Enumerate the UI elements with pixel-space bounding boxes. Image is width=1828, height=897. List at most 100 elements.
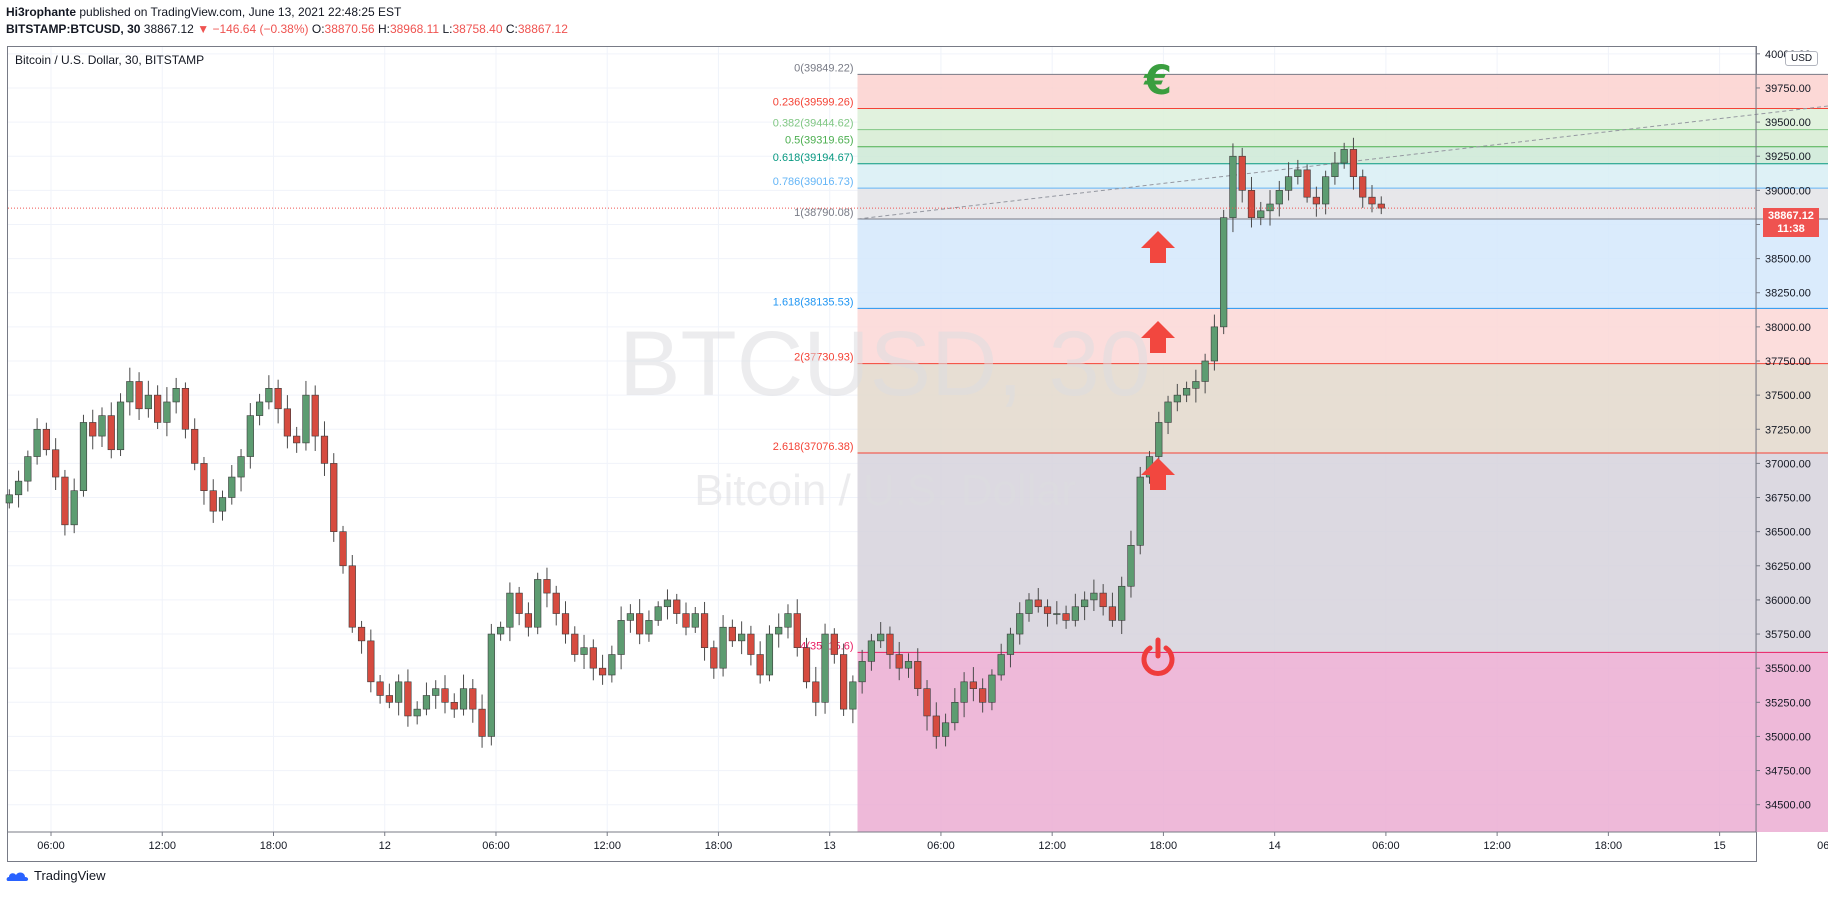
candle-body[interactable] [200, 463, 208, 491]
candle-body[interactable] [1053, 613, 1061, 615]
candle-body[interactable] [589, 647, 597, 669]
candle-body[interactable] [728, 626, 736, 642]
candle-body[interactable] [293, 435, 301, 444]
candle-body[interactable] [617, 620, 625, 655]
candle-body[interactable] [283, 408, 292, 437]
candle-body[interactable] [636, 613, 644, 635]
candle-body[interactable] [1349, 149, 1358, 177]
candle-body[interactable] [52, 449, 60, 478]
candle-body[interactable] [228, 476, 236, 498]
candle-body[interactable] [1127, 545, 1135, 587]
candle-body[interactable] [1331, 162, 1339, 177]
candle-body[interactable] [691, 613, 699, 628]
candle-body[interactable] [1238, 155, 1246, 191]
candle-body[interactable] [144, 394, 152, 410]
candle-body[interactable] [246, 415, 254, 457]
candle-body[interactable] [608, 654, 616, 676]
candle-body[interactable] [1006, 633, 1015, 655]
candle-body[interactable] [5, 494, 13, 504]
candle-body[interactable] [1340, 149, 1348, 164]
candle-body[interactable] [98, 415, 106, 437]
candle-body[interactable] [320, 435, 329, 464]
candle-body[interactable] [700, 613, 709, 648]
candle-body[interactable] [478, 708, 486, 737]
author-name[interactable]: Hi3rophante [6, 5, 77, 19]
candle-body[interactable] [218, 497, 227, 512]
candle-body[interactable] [988, 674, 996, 703]
candle-body[interactable] [932, 715, 940, 737]
candle-body[interactable] [598, 667, 607, 676]
candle-body[interactable] [904, 661, 913, 669]
candle-body[interactable] [1303, 169, 1311, 198]
candle-body[interactable] [849, 681, 857, 710]
candle-body[interactable] [70, 490, 78, 526]
candle-body[interactable] [1182, 388, 1191, 396]
candle-body[interactable] [172, 388, 180, 403]
candle-body[interactable] [654, 606, 662, 621]
candle-body[interactable] [274, 388, 282, 410]
candle-body[interactable] [385, 695, 393, 703]
candle-body[interactable] [33, 428, 41, 457]
candle-body[interactable] [1275, 190, 1283, 205]
fib-trend-line[interactable] [857, 74, 1828, 220]
candle-body[interactable] [561, 613, 570, 635]
candle-body[interactable] [209, 490, 217, 512]
candle-body[interactable] [830, 633, 838, 655]
candle-body[interactable] [191, 428, 199, 464]
candle-body[interactable] [1294, 169, 1302, 177]
candle-body[interactable] [1081, 599, 1089, 608]
candle-body[interactable] [524, 613, 533, 628]
candle-body[interactable] [422, 695, 431, 710]
candle-body[interactable] [738, 633, 746, 642]
candle-body[interactable] [719, 626, 727, 669]
candle-body[interactable] [1118, 585, 1126, 621]
candle-body[interactable] [450, 702, 458, 710]
candle-body[interactable] [710, 647, 718, 669]
tradingview-logo[interactable]: TradingView [6, 868, 106, 883]
candle-body[interactable] [135, 381, 143, 410]
candle-body[interactable] [979, 688, 987, 703]
candle-body[interactable] [1210, 326, 1218, 362]
candle-body[interactable] [376, 681, 384, 696]
candle-body[interactable] [348, 565, 356, 628]
candle-body[interactable] [923, 688, 931, 717]
candle-body[interactable] [1108, 606, 1117, 621]
candle-body[interactable] [765, 633, 774, 676]
candle-body[interactable] [515, 592, 523, 614]
candle-body[interactable] [802, 647, 811, 683]
candle-body[interactable] [1368, 196, 1376, 205]
candle-body[interactable] [1136, 476, 1144, 546]
candle-body[interactable] [1359, 176, 1367, 198]
candle-body[interactable] [1284, 176, 1293, 191]
candle-body[interactable] [14, 480, 23, 496]
candle-body[interactable] [756, 654, 764, 676]
candle-body[interactable] [960, 681, 968, 703]
candle-body[interactable] [1322, 176, 1330, 205]
candle-body[interactable] [877, 633, 885, 642]
candle-body[interactable] [1192, 381, 1200, 389]
candle-body[interactable] [775, 626, 783, 635]
candle-body[interactable] [673, 599, 681, 614]
candle-body[interactable] [1043, 606, 1052, 614]
candle-body[interactable] [497, 626, 505, 635]
candle-body[interactable] [1220, 217, 1228, 328]
candle-body[interactable] [79, 422, 88, 491]
candle-body[interactable] [580, 647, 588, 655]
candle-body[interactable] [867, 640, 876, 662]
candle-body[interactable] [1377, 203, 1385, 209]
candle-body[interactable] [487, 633, 495, 737]
candle-body[interactable] [1034, 599, 1042, 608]
candle-body[interactable] [357, 626, 366, 642]
candle-body[interactable] [534, 579, 542, 628]
candle-body[interactable] [154, 394, 162, 423]
candle-body[interactable] [1312, 196, 1320, 205]
candle-body[interactable] [1229, 155, 1237, 218]
candle-body[interactable] [793, 613, 801, 648]
candle-body[interactable] [1247, 190, 1256, 218]
candle-body[interactable] [413, 708, 421, 717]
candle-body[interactable] [895, 654, 903, 669]
candle-body[interactable] [747, 633, 755, 655]
candle-body[interactable] [237, 456, 245, 478]
candle-body[interactable] [784, 613, 792, 628]
candle-body[interactable] [302, 394, 310, 444]
